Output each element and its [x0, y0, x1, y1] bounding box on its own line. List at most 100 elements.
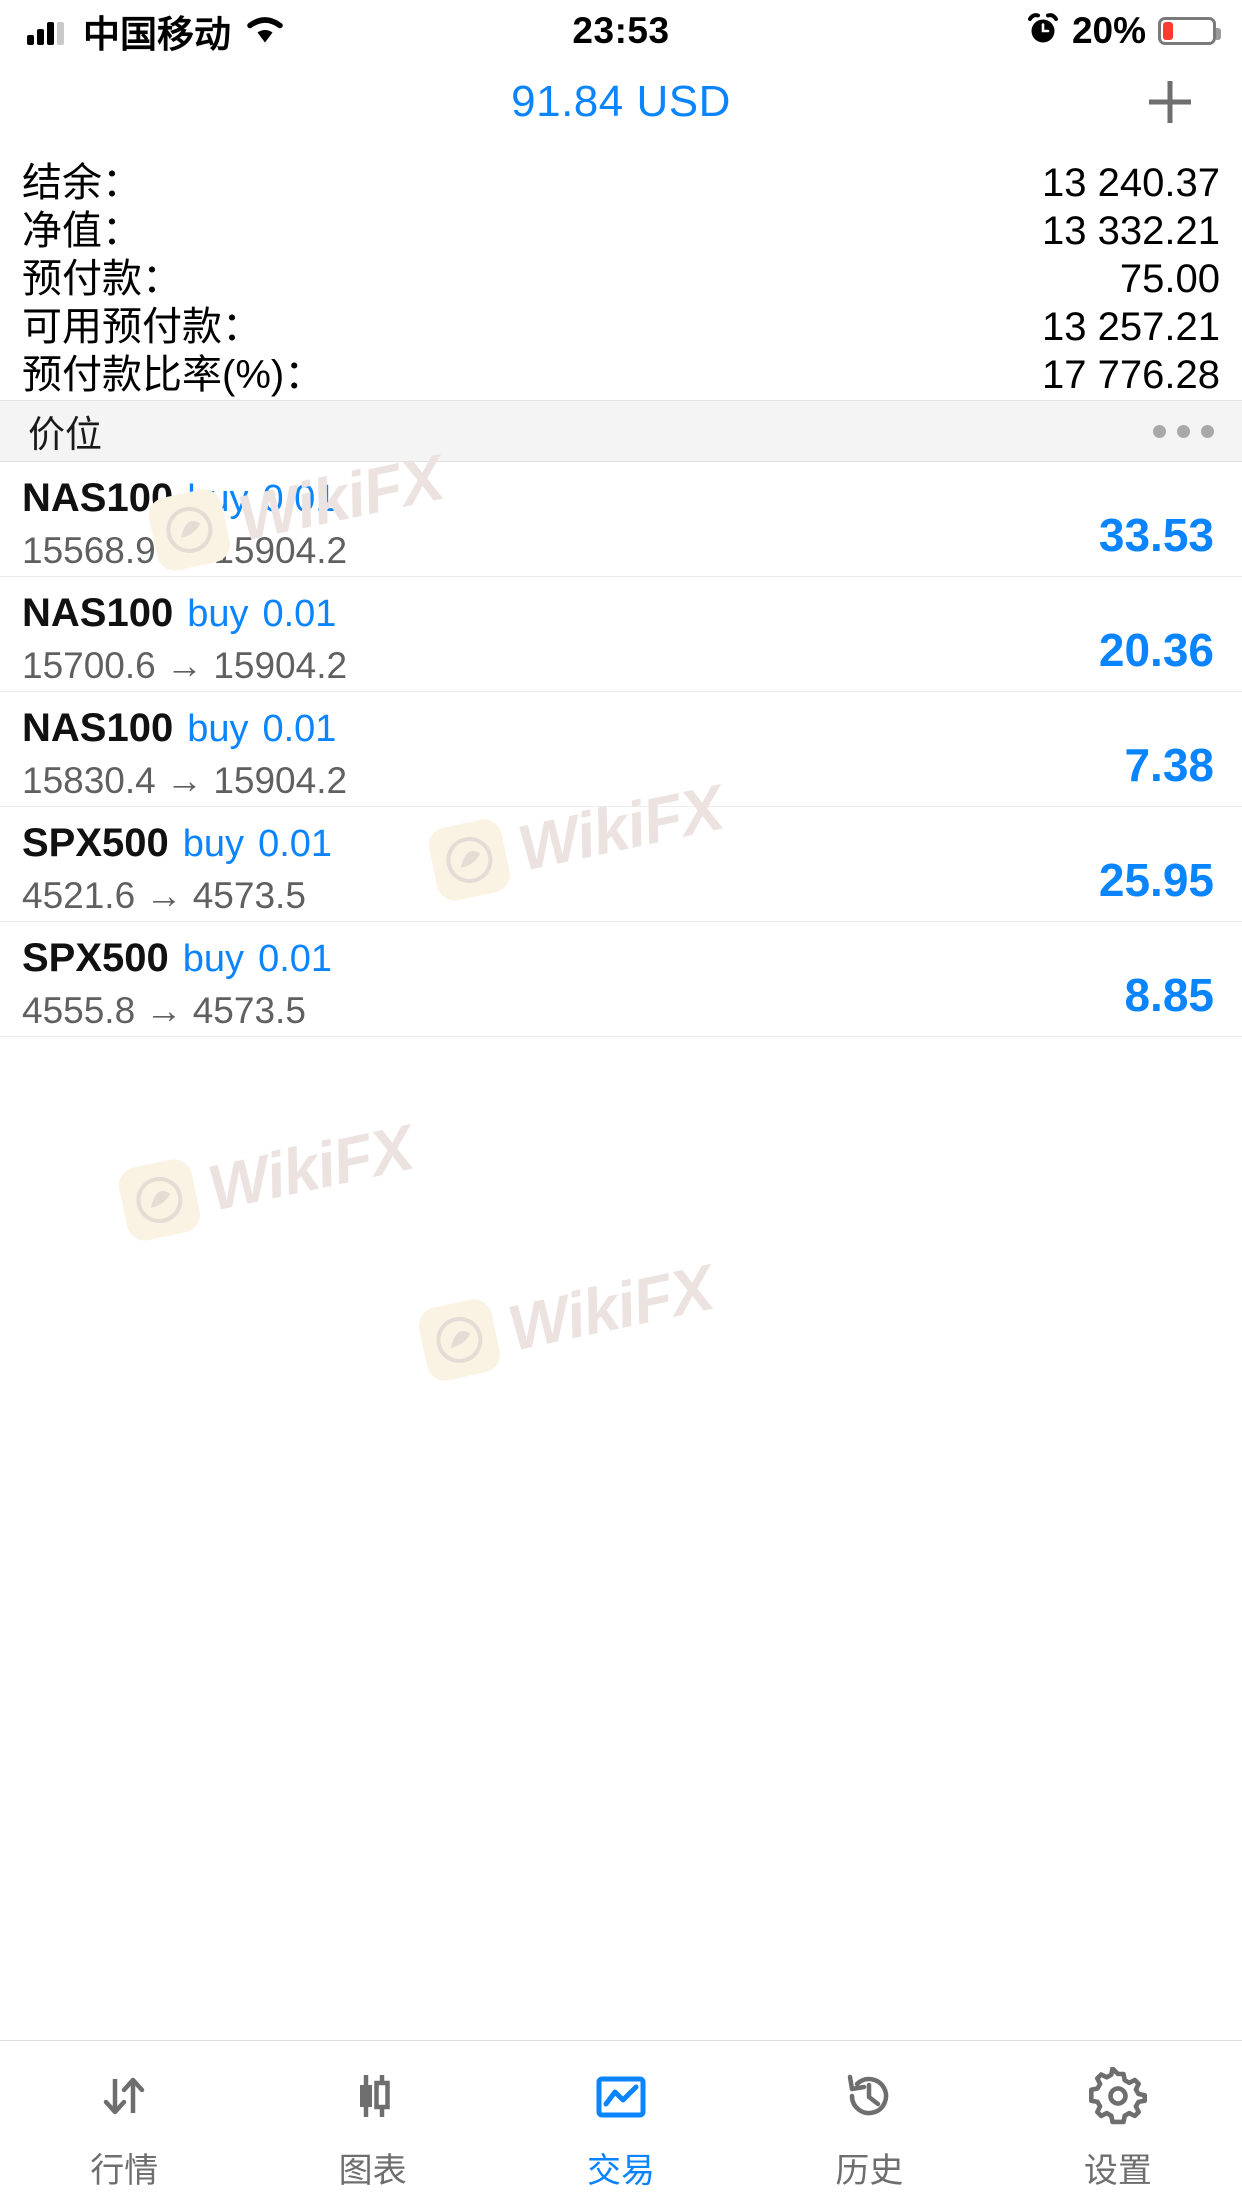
tab-label: 图表 — [338, 2152, 407, 2190]
position-headline: SPX500 buy 0.01 — [22, 821, 332, 866]
battery-fill — [1163, 22, 1173, 40]
app-header: 91.84 USD — [0, 62, 1242, 142]
carrier-label: 中国移动 — [83, 14, 231, 55]
current-price: 4573.5 — [192, 875, 306, 916]
arrow-right-icon: → — [145, 990, 183, 1031]
tab-charts[interactable]: 图表 — [248, 2065, 496, 2192]
table-row[interactable]: SPX500 buy 0.01 4555.8 → 4573.5 8.85 — [0, 922, 1242, 1037]
arrows-up-down-icon — [95, 2065, 153, 2127]
tab-quotes[interactable]: 行情 — [0, 2065, 248, 2192]
summary-label: 预付款： — [22, 257, 182, 301]
summary-value: 13 332.21 — [1042, 209, 1220, 253]
summary-row-margin-level: 预付款比率(%)： 17 776.28 — [22, 342, 1220, 397]
more-horizontal-icon[interactable] — [1153, 424, 1214, 438]
current-price: 15904.2 — [213, 645, 348, 686]
position-type: buy — [182, 823, 245, 865]
position-profit: 7.38 — [1124, 739, 1214, 791]
gear-icon — [1088, 2065, 1147, 2127]
summary-value: 13 257.21 — [1042, 305, 1220, 349]
arrow-right-icon: → — [145, 875, 183, 916]
summary-value: 13 240.37 — [1042, 161, 1220, 205]
positions-section-title: 价位 — [28, 414, 102, 455]
position-info: NAS100 buy 0.01 15568.9 → 15904.2 — [22, 476, 347, 572]
position-type: buy — [187, 593, 249, 635]
position-type: buy — [182, 938, 245, 980]
table-row[interactable]: NAS100 buy 0.01 15830.4 → 15904.2 7.38 — [0, 692, 1242, 807]
positions-section-header: 价位 — [0, 400, 1242, 462]
summary-value: 17 776.28 — [1042, 353, 1220, 397]
position-symbol: NAS100 — [22, 706, 174, 750]
open-price: 15700.6 — [22, 645, 156, 686]
position-volume: 0.01 — [258, 938, 333, 980]
position-symbol: SPX500 — [22, 936, 169, 980]
position-prices: 15700.6 → 15904.2 — [22, 645, 347, 687]
summary-label: 净值： — [22, 209, 142, 253]
current-price: 15904.2 — [213, 760, 348, 801]
candlestick-chart-icon — [344, 2065, 402, 2127]
summary-row-margin: 预付款： 75.00 — [22, 246, 1220, 301]
alarm-clock-icon — [1026, 12, 1060, 51]
position-prices: 4521.6 → 4573.5 — [22, 875, 332, 917]
position-symbol: NAS100 — [22, 476, 174, 520]
position-prices: 15568.9 → 15904.2 — [22, 530, 347, 572]
trade-chart-box-icon — [592, 2065, 650, 2127]
table-row[interactable]: NAS100 buy 0.01 15700.6 → 15904.2 20.36 — [0, 577, 1242, 692]
history-clock-icon — [840, 2065, 898, 2127]
tab-trade[interactable]: 交易 — [497, 2065, 745, 2192]
summary-label: 预付款比率(%)： — [22, 353, 325, 397]
position-prices: 15830.4 → 15904.2 — [22, 760, 347, 802]
current-price: 15904.2 — [213, 530, 348, 571]
summary-value: 75.00 — [1119, 257, 1220, 301]
open-price: 15830.4 — [22, 760, 156, 801]
position-headline: NAS100 buy 0.01 — [22, 706, 347, 751]
watermark-text: WikiFX — [201, 1111, 420, 1225]
position-headline: NAS100 buy 0.01 — [22, 591, 347, 636]
status-bar: 中国移动 23:53 20% — [0, 0, 1242, 62]
position-volume: 0.01 — [262, 593, 337, 635]
position-headline: NAS100 buy 0.01 — [22, 476, 347, 521]
open-price: 15568.9 — [22, 530, 156, 571]
position-volume: 0.01 — [258, 823, 333, 865]
status-bar-left: 中国移动 — [26, 4, 286, 58]
arrow-right-icon: → — [166, 645, 204, 686]
battery-icon — [1158, 17, 1221, 45]
signal-bars-icon — [26, 13, 70, 50]
wikifx-logo-icon — [115, 1156, 204, 1244]
tab-label: 历史 — [835, 2152, 904, 2190]
position-profit: 20.36 — [1098, 624, 1214, 676]
bottom-tab-bar: 行情 图表 交易 — [0, 2040, 1242, 2208]
arrow-right-icon: → — [166, 530, 204, 571]
position-headline: SPX500 buy 0.01 — [22, 936, 332, 981]
tab-history[interactable]: 历史 — [745, 2065, 993, 2192]
position-symbol: NAS100 — [22, 591, 174, 635]
open-price: 4521.6 — [22, 875, 136, 916]
position-prices: 4555.8 → 4573.5 — [22, 990, 332, 1032]
table-row[interactable]: NAS100 buy 0.01 15568.9 → 15904.2 33.53 — [0, 462, 1242, 577]
dot — [1153, 424, 1166, 438]
position-info: NAS100 buy 0.01 15700.6 → 15904.2 — [22, 591, 347, 687]
summary-row-balance: 结余： 13 240.37 — [22, 150, 1220, 205]
tab-settings[interactable]: 设置 — [994, 2065, 1242, 2192]
position-info: SPX500 buy 0.01 4521.6 → 4573.5 — [22, 821, 332, 917]
position-profit: 8.85 — [1124, 969, 1214, 1021]
position-info: NAS100 buy 0.01 15830.4 → 15904.2 — [22, 706, 347, 802]
summary-label: 结余： — [22, 161, 142, 205]
wifi-icon — [244, 13, 286, 50]
position-profit: 33.53 — [1098, 509, 1214, 561]
plus-icon[interactable] — [1142, 74, 1198, 130]
position-volume: 0.01 — [262, 478, 337, 520]
tab-label: 交易 — [587, 2152, 656, 2190]
status-bar-right: 20% — [1026, 10, 1221, 52]
account-summary: 结余： 13 240.37 净值： 13 332.21 预付款： 75.00 可… — [0, 142, 1242, 400]
positions-list: NAS100 buy 0.01 15568.9 → 15904.2 33.53 … — [0, 462, 1242, 1037]
position-symbol: SPX500 — [22, 821, 169, 865]
page-title: 91.84 USD — [511, 77, 731, 126]
open-price: 4555.8 — [22, 990, 136, 1031]
tab-label: 行情 — [90, 2152, 159, 2190]
watermark-text: WikiFX — [501, 1251, 720, 1365]
position-info: SPX500 buy 0.01 4555.8 → 4573.5 — [22, 936, 332, 1032]
summary-row-equity: 净值： 13 332.21 — [22, 198, 1220, 253]
table-row[interactable]: SPX500 buy 0.01 4521.6 → 4573.5 25.95 — [0, 807, 1242, 922]
position-volume: 0.01 — [262, 708, 337, 750]
